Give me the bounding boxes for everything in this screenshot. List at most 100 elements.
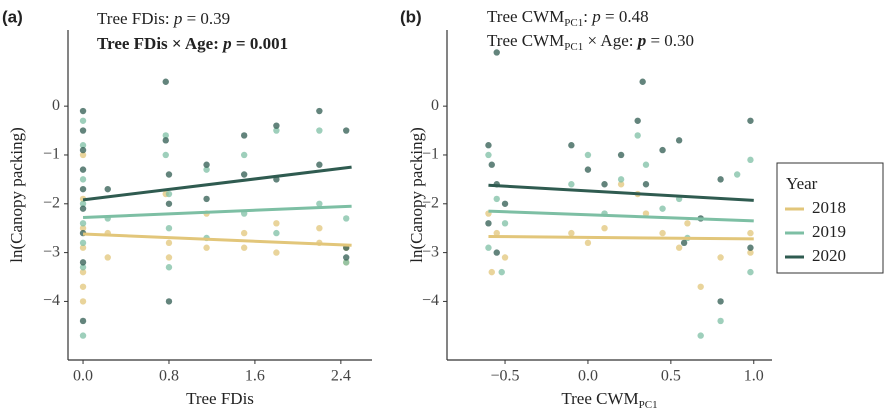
point (162, 137, 169, 144)
point (634, 117, 641, 124)
point (165, 239, 173, 247)
point (79, 117, 87, 124)
point (79, 220, 87, 227)
point (642, 210, 650, 217)
point (747, 244, 754, 251)
point (79, 298, 87, 305)
point (79, 332, 87, 339)
point (203, 166, 210, 173)
point (493, 229, 500, 237)
point (162, 78, 169, 85)
x-tick-label: 1.0 (744, 368, 764, 385)
point (584, 151, 592, 159)
trend-line (488, 183, 754, 202)
point (601, 224, 608, 232)
point (79, 317, 87, 325)
point (273, 229, 280, 237)
point (659, 146, 666, 154)
point (493, 249, 500, 256)
point (601, 181, 608, 188)
x-axis-label: Tree FDis (186, 389, 254, 408)
point (203, 244, 210, 251)
point (568, 181, 575, 188)
trend-line (82, 204, 352, 219)
point (568, 229, 575, 237)
point (240, 229, 248, 237)
point (659, 205, 666, 212)
annotation: Tree CWMPC1: p = 0.48 (487, 7, 649, 29)
point (343, 254, 350, 261)
text-part: p (591, 7, 601, 26)
point (273, 122, 280, 129)
x-tick-label: 2.4 (331, 368, 351, 385)
point (617, 176, 625, 183)
y-tick-label: −3 (43, 243, 60, 260)
point (273, 249, 280, 256)
point (634, 132, 641, 139)
point (639, 78, 646, 85)
text-part: = 0.30 (646, 31, 694, 50)
point (568, 142, 575, 149)
point (617, 151, 625, 159)
point (240, 244, 248, 251)
point (584, 166, 592, 173)
legend-box (776, 162, 884, 274)
point (747, 117, 754, 124)
text-part: × Age: (583, 31, 637, 50)
point (79, 127, 87, 134)
point (79, 185, 87, 193)
point (747, 229, 754, 237)
x-tick-label: −0.5 (491, 368, 520, 385)
point (79, 200, 87, 207)
point (79, 166, 87, 173)
point (684, 220, 691, 227)
y-tick-label: −1 (422, 146, 439, 163)
x-tick-label: 1.6 (245, 368, 265, 385)
point (79, 283, 87, 290)
point (79, 264, 87, 271)
point (717, 317, 724, 325)
point (79, 268, 87, 276)
point (165, 224, 173, 232)
text-part: Tree CWM (487, 31, 564, 50)
x-tick-label: 0.0 (73, 368, 93, 385)
point (203, 161, 210, 168)
point (165, 254, 173, 261)
point (79, 259, 87, 266)
trend-line (488, 209, 754, 223)
point (79, 244, 87, 251)
point (162, 132, 169, 139)
point (343, 215, 350, 222)
point (165, 264, 173, 271)
point (162, 151, 169, 159)
point (240, 151, 248, 159)
point (747, 156, 754, 164)
point (485, 220, 492, 227)
point (316, 127, 323, 134)
point (79, 239, 87, 247)
point (680, 239, 688, 247)
text-part: p (173, 9, 183, 28)
y-tick-label: −2 (422, 194, 439, 211)
point (501, 254, 509, 261)
annotation: Tree FDis: p = 0.39 (97, 9, 230, 28)
y-tick-label: −4 (422, 292, 439, 309)
text-part: Tree FDis × Age: (97, 34, 223, 53)
text-part: = 0.48 (601, 7, 649, 26)
point (79, 205, 87, 212)
point (747, 249, 754, 256)
point (316, 107, 323, 115)
point (675, 137, 683, 144)
point (501, 200, 509, 207)
point (485, 151, 492, 159)
x-tick-label: 0.0 (578, 368, 598, 385)
text-part: = 0.39 (182, 9, 230, 28)
point (733, 171, 741, 178)
text-part: Tree CWM (487, 7, 564, 26)
point (316, 161, 323, 168)
point (273, 127, 280, 134)
panel-label: (a) (2, 7, 23, 26)
text-part: Tree FDis (186, 389, 254, 408)
